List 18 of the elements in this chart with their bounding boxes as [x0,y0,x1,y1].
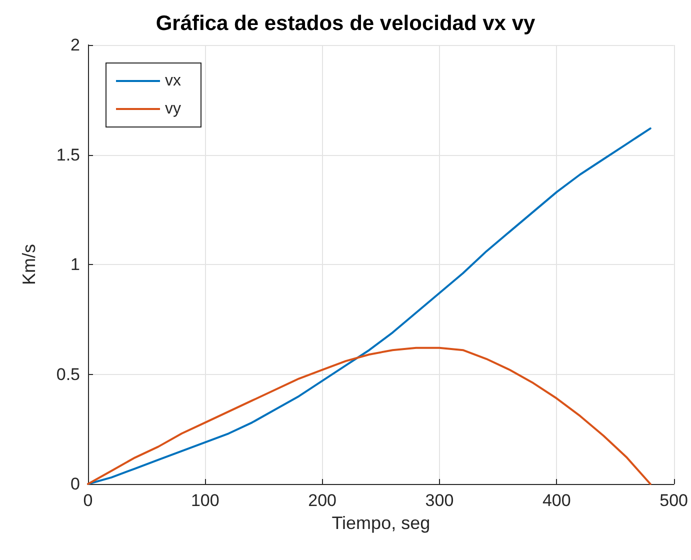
y-tick-label: 1.5 [56,145,80,164]
x-tick-label: 0 [83,491,93,510]
x-tick-label: 300 [425,491,454,510]
x-tick-label: 400 [542,491,571,510]
y-tick-label: 2 [70,36,80,54]
y-tick-label: 0 [70,474,80,494]
x-axis-title: Tiempo, seg [332,513,430,533]
y-axis-title: Km/s [19,244,39,286]
line-series [87,346,652,485]
legend-label: vy [165,100,181,118]
x-tick-label: 100 [190,491,220,510]
x-tick-label: 500 [660,491,688,510]
y-tick-label: 1 [70,255,80,274]
line-series [87,127,652,485]
x-tick-label: 200 [308,491,337,510]
legend-label: vx [165,72,181,90]
chart-title: Gráfica de estados de velocidad vx vy [156,12,536,35]
y-tick-label: 0.5 [56,364,80,384]
